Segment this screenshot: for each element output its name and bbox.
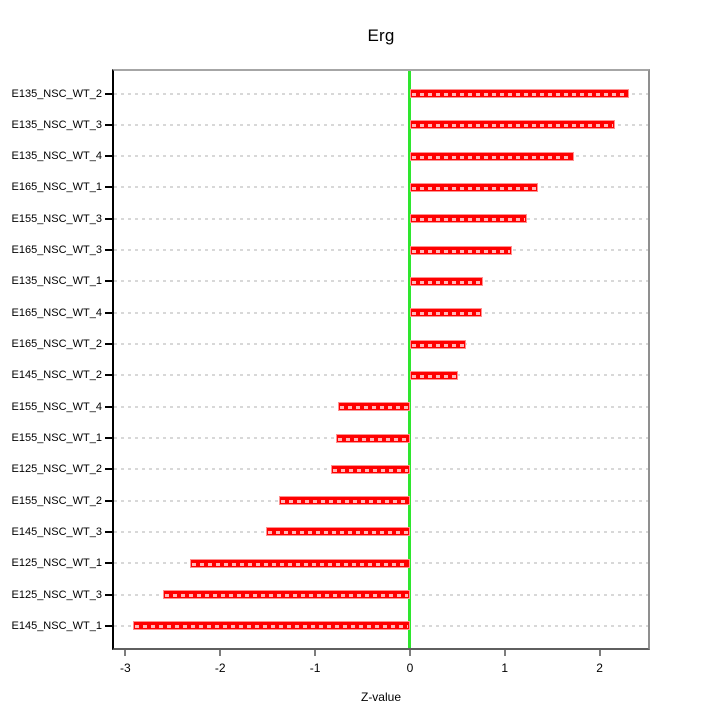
y-axis-tick: [105, 593, 113, 596]
bar: [337, 402, 410, 412]
bar: [331, 464, 410, 474]
gridline: [114, 155, 648, 158]
y-axis-tick: [105, 311, 113, 314]
x-tick-label: 2: [596, 661, 603, 675]
x-axis-tick: [314, 650, 317, 656]
x-tick-label: 0: [406, 661, 414, 675]
bar-dash-pattern: [411, 249, 511, 253]
gridline: [114, 249, 648, 252]
y-axis-tick: [105, 624, 113, 627]
y-category-label: E135_NSC_WT_3: [11, 118, 103, 131]
bar: [409, 120, 615, 130]
bar-dash-pattern: [411, 186, 536, 190]
y-axis-tick: [105, 155, 113, 158]
bar-dash-pattern: [411, 93, 628, 96]
bar: [279, 496, 410, 506]
y-category-label: E155_NSC_WT_4: [11, 400, 103, 413]
y-category-label: E125_NSC_WT_3: [11, 588, 103, 601]
y-axis-tick: [105, 562, 113, 565]
x-axis-tick: [598, 650, 601, 656]
bar: [163, 590, 410, 600]
y-axis-tick: [105, 405, 113, 408]
bar-dash-pattern: [281, 500, 408, 504]
y-axis-tick: [105, 217, 113, 220]
x-tick-label: -1: [309, 661, 321, 675]
gridline: [114, 280, 648, 283]
y-category-label: E125_NSC_WT_2: [11, 463, 103, 476]
y-axis-tick: [105, 92, 113, 95]
y-axis-tick: [105, 437, 113, 440]
bar: [265, 527, 410, 537]
x-axis-tick: [219, 650, 222, 656]
bar: [409, 339, 466, 349]
chart-title: Erg: [367, 26, 395, 45]
y-category-label: E165_NSC_WT_3: [11, 244, 103, 257]
bar: [409, 308, 482, 318]
y-category-label: E135_NSC_WT_1: [11, 275, 103, 288]
y-axis-tick: [105, 123, 113, 126]
zero-reference-line: [408, 71, 412, 648]
bar-dash-pattern: [191, 562, 408, 566]
x-axis-tick: [124, 650, 127, 656]
gridline: [114, 374, 648, 377]
y-axis-tick: [105, 249, 113, 252]
gridline: [114, 186, 648, 189]
plot-area: [112, 69, 650, 650]
x-tick-label: -2: [214, 661, 226, 675]
y-category-label: E165_NSC_WT_1: [11, 181, 103, 194]
bar-dash-pattern: [337, 437, 408, 441]
bar-dash-pattern: [339, 406, 408, 410]
gridline: [114, 92, 648, 95]
bar-dash-pattern: [411, 374, 457, 378]
gridline: [114, 311, 648, 314]
bar: [132, 621, 410, 631]
bar: [409, 276, 483, 286]
x-tick-label: -3: [120, 661, 131, 675]
y-category-label: E145_NSC_WT_2: [11, 369, 103, 382]
bar-dash-pattern: [411, 124, 613, 128]
bar: [409, 89, 630, 98]
bar-dash-pattern: [333, 468, 408, 472]
y-axis-tick: [105, 374, 113, 377]
bar-dash-pattern: [411, 280, 481, 284]
bar: [409, 151, 574, 161]
y-axis-tick: [105, 186, 113, 189]
bar: [409, 214, 527, 224]
y-category-label: E165_NSC_WT_2: [11, 338, 103, 351]
y-category-label: E145_NSC_WT_1: [11, 619, 103, 632]
y-category-label: E125_NSC_WT_1: [11, 557, 103, 570]
y-axis-tick: [105, 468, 113, 471]
x-axis-tick: [503, 650, 506, 656]
bar-dash-pattern: [267, 531, 408, 535]
x-tick-label: 1: [501, 661, 509, 675]
bar: [189, 558, 410, 568]
y-axis-tick: [105, 343, 113, 346]
y-category-label: E155_NSC_WT_2: [11, 494, 103, 507]
bar-dash-pattern: [411, 155, 572, 159]
y-axis-tick: [105, 280, 113, 283]
x-axis-tick: [408, 650, 411, 656]
bar: [409, 245, 513, 255]
bar: [409, 370, 459, 380]
y-axis-tick: [105, 530, 113, 533]
gridline: [114, 123, 648, 126]
y-category-label: E155_NSC_WT_3: [11, 212, 103, 225]
bar-dash-pattern: [411, 312, 480, 316]
bar-dash-pattern: [134, 625, 408, 629]
gridline: [114, 343, 648, 346]
x-axis-title: Z-value: [360, 690, 401, 704]
y-axis-tick: [105, 499, 113, 502]
y-category-label: E135_NSC_WT_2: [11, 87, 103, 100]
bar: [335, 433, 410, 443]
bar: [409, 182, 538, 192]
y-category-label: E165_NSC_WT_4: [11, 306, 103, 319]
gridline: [114, 217, 648, 220]
bar-dash-pattern: [411, 218, 525, 222]
bar-dash-pattern: [165, 594, 408, 598]
y-category-label: E135_NSC_WT_4: [11, 150, 103, 163]
bar-dash-pattern: [411, 343, 464, 347]
y-category-label: E155_NSC_WT_1: [11, 432, 103, 445]
y-category-label: E145_NSC_WT_3: [11, 525, 103, 538]
